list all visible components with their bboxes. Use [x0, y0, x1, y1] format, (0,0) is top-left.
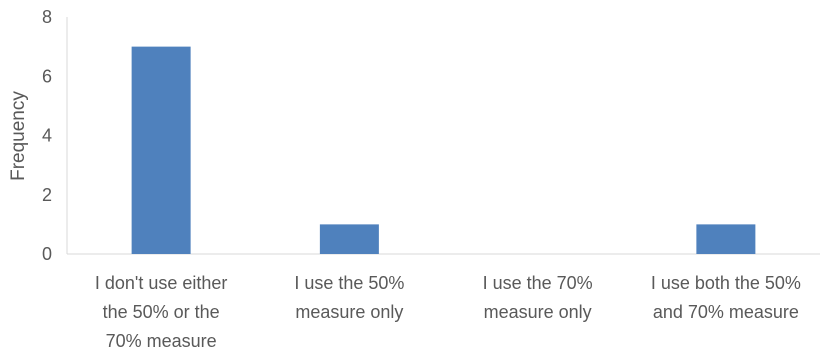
- x-category-label-line: I use the 50%: [294, 273, 404, 293]
- y-tick-label: 4: [42, 126, 52, 146]
- x-category-label: I use the 70% measure only: [483, 273, 593, 322]
- x-category-label-line: I use both the 50%: [651, 273, 801, 293]
- y-tick-label: 6: [42, 66, 52, 86]
- x-category-label: I use the 50% measure only: [294, 273, 404, 322]
- y-tick-label: 8: [42, 7, 52, 27]
- x-category-label-line: measure only: [295, 302, 403, 322]
- category-labels: I don't use either the 50% or the 70% meas…: [95, 273, 801, 351]
- x-category-label: I use both the 50% and 70% measure: [651, 273, 801, 322]
- bar: [696, 224, 756, 254]
- x-category-label-line: measure only: [484, 302, 592, 322]
- x-category-label-line: I use the 70%: [483, 273, 593, 293]
- bar: [131, 46, 191, 254]
- x-category-label-line: the 50% or the: [103, 302, 220, 322]
- x-category-label-line: 70% measure: [106, 331, 217, 351]
- y-axis-ticks: 0 2 4 6 8: [42, 7, 52, 264]
- bar: [319, 224, 379, 254]
- x-category-label-line: I don't use either: [95, 273, 228, 293]
- y-axis-label: Frequency: [8, 91, 29, 181]
- x-category-label-line: and 70% measure: [653, 302, 799, 322]
- y-tick-label: 2: [42, 185, 52, 205]
- x-category-label: I don't use either the 50% or the 70% meas…: [95, 273, 228, 351]
- bars: [131, 46, 756, 254]
- y-tick-label: 0: [42, 244, 52, 264]
